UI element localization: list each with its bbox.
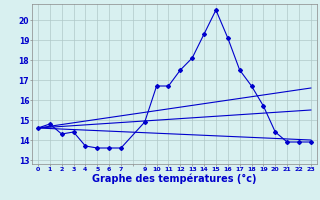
X-axis label: Graphe des températures (°c): Graphe des températures (°c) [92,173,257,184]
